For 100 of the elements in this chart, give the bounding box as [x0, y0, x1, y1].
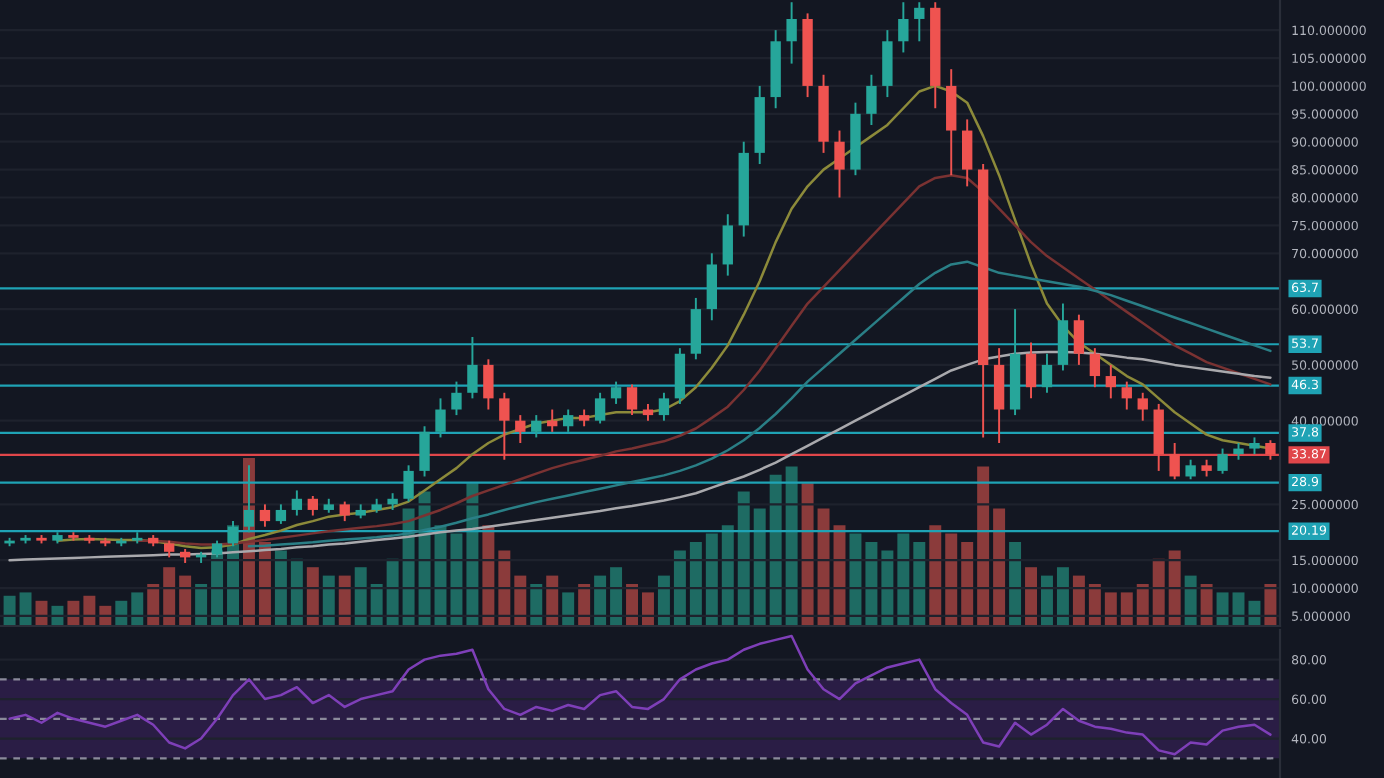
candlestick [914, 1, 925, 43]
candlestick [594, 391, 606, 425]
candlestick [483, 358, 494, 411]
candlestick [291, 489, 303, 517]
candlestick [562, 408, 574, 433]
bar [1216, 592, 1229, 626]
bar [83, 595, 96, 626]
candlestick [1217, 447, 1228, 475]
bar [961, 542, 974, 626]
candlestick [690, 296, 702, 361]
bar [179, 575, 192, 626]
bar [163, 567, 176, 626]
bar [1120, 592, 1133, 626]
bar [913, 542, 926, 626]
candlestick [307, 495, 318, 517]
bar [1184, 575, 1197, 626]
candlestick [467, 336, 478, 400]
candlestick [1105, 363, 1117, 400]
candlestick [786, 1, 797, 65]
candlestick [1185, 458, 1196, 481]
candlestick [898, 1, 909, 54]
bar [881, 550, 894, 626]
bar [993, 508, 1006, 626]
candlestick [834, 129, 845, 199]
candlestick [451, 380, 462, 417]
bar [386, 558, 399, 626]
bar [753, 508, 766, 626]
bar [131, 592, 144, 626]
bar [1072, 575, 1085, 626]
bar [849, 533, 862, 626]
bar [594, 575, 607, 626]
candlestick [227, 520, 239, 548]
candlestick [1153, 402, 1164, 472]
candlestick [499, 391, 510, 461]
bar [3, 595, 16, 626]
candlestick [339, 500, 350, 523]
bar [689, 542, 702, 626]
bar [929, 525, 942, 626]
line-series [8, 634, 1272, 756]
bar [610, 567, 623, 626]
candlestick [1121, 380, 1132, 411]
candlestick [1265, 439, 1276, 461]
candlestick [1169, 442, 1180, 481]
candlestick [706, 252, 718, 322]
candlestick [610, 380, 622, 405]
bar [1056, 567, 1069, 626]
line-series [247, 260, 1272, 548]
candlestick [1089, 347, 1101, 389]
bar [1152, 558, 1165, 626]
candlestick [1057, 302, 1069, 372]
bar [1104, 592, 1117, 626]
bar [977, 466, 990, 626]
bar [562, 592, 575, 626]
candlestick [626, 383, 638, 417]
bar [657, 575, 670, 626]
candlestick [531, 414, 542, 439]
bar [1025, 567, 1038, 626]
bar [354, 567, 367, 626]
bar [1009, 542, 1022, 626]
candlestick [993, 347, 1005, 444]
bar [290, 558, 303, 626]
candlestick [658, 391, 670, 422]
bar [673, 550, 686, 626]
bar [498, 550, 511, 626]
bar [450, 533, 463, 626]
bar [705, 533, 718, 626]
candlestick [275, 503, 287, 525]
candlestick [866, 73, 877, 126]
bar [306, 567, 319, 626]
bar [721, 525, 734, 626]
candlestick [946, 68, 957, 177]
bar [945, 533, 958, 626]
candlestick [435, 397, 446, 439]
bar [322, 575, 335, 626]
candlestick [1041, 352, 1053, 394]
bar [514, 575, 527, 626]
candlestick [882, 29, 893, 99]
candlestick [674, 347, 686, 405]
bar [801, 483, 814, 626]
candlestick [403, 464, 414, 503]
candlestick [1025, 341, 1037, 400]
bar [865, 542, 878, 626]
candlestick [1073, 313, 1085, 366]
bar [737, 491, 750, 626]
candlestick [515, 414, 526, 444]
bar [785, 466, 798, 626]
candlestick [962, 118, 973, 188]
candlestick [1137, 391, 1148, 422]
bar [338, 575, 351, 626]
candlestick [419, 425, 430, 478]
bar [1041, 575, 1053, 626]
bar [546, 575, 559, 626]
bar [897, 533, 910, 626]
bar [274, 550, 287, 626]
bar [642, 592, 654, 626]
candlestick [722, 213, 733, 277]
candlestick [259, 503, 271, 528]
bar [769, 474, 782, 626]
bar [19, 592, 32, 626]
bar [1168, 550, 1181, 626]
